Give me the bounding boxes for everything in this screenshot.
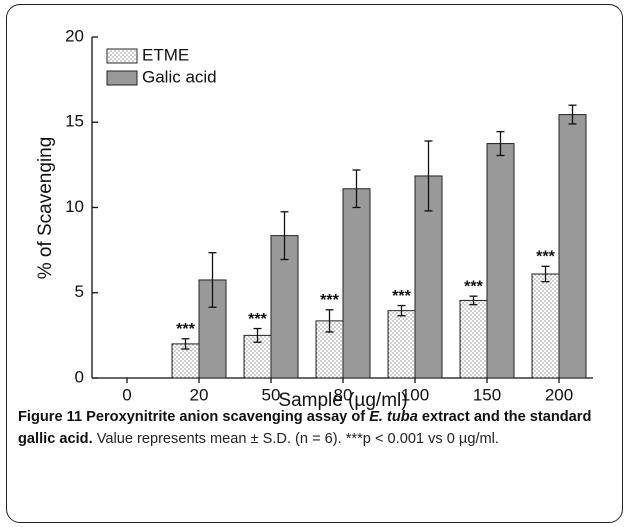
caption-title: Figure 11 Peroxynitrite anion scavenging…	[18, 409, 591, 447]
x-tick-label: 20	[190, 385, 209, 404]
x-tick-label: 50	[262, 385, 281, 404]
significance-label: ***	[392, 288, 411, 305]
x-tick-label: 80	[334, 385, 353, 404]
bar	[558, 114, 587, 379]
caption-title-b: extract and the standard gallic acid.	[18, 409, 592, 447]
caption-note: Value represents mean ± S.D. (n = 6). **…	[96, 431, 499, 447]
x-tick-label: 200	[545, 385, 573, 404]
frame	[6, 4, 623, 523]
x-tick-label: 100	[401, 385, 429, 404]
significance-label: ***	[176, 321, 195, 338]
y-axis-label: % of Scavenging	[35, 137, 56, 280]
bar	[387, 310, 416, 379]
x-tick-label: 150	[473, 385, 501, 404]
caption-title-a: Figure 11 Peroxynitrite anion scavenging…	[18, 409, 370, 425]
chart: % of Scavenging Sample (µg/ml) 051015200…	[35, 26, 593, 410]
x-axis-label: Sample (µg/ml)	[278, 390, 407, 410]
legend-label: ETME	[142, 45, 189, 64]
bar	[459, 299, 488, 379]
y-tick-label: 15	[65, 112, 84, 131]
significance-label: ***	[320, 292, 339, 309]
legend-label: Galic acid	[142, 67, 217, 86]
significance-label: ***	[536, 249, 555, 266]
y-tick-label: 20	[65, 26, 84, 45]
x-tick-label: 0	[122, 385, 131, 404]
y-tick-label: 0	[75, 367, 84, 386]
y-tick-label: 5	[75, 282, 84, 301]
significance-label: ***	[464, 278, 483, 295]
legend-swatch	[106, 48, 138, 64]
caption-italic: E. tuba	[369, 409, 418, 425]
bar	[342, 188, 371, 379]
legend-swatch	[106, 70, 138, 86]
caption: Figure 11 Peroxynitrite anion scavenging…	[18, 406, 614, 450]
bar	[531, 273, 560, 379]
bar	[486, 143, 515, 379]
significance-label: ***	[248, 311, 267, 328]
y-tick-label: 10	[65, 197, 84, 216]
